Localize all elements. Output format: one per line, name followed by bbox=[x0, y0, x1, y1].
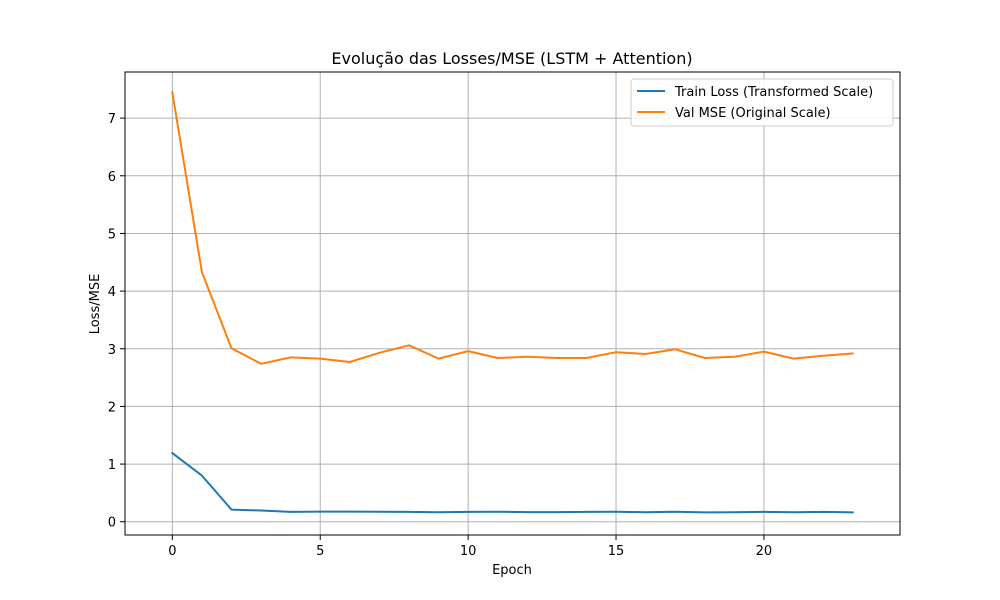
y-tick-label: 5 bbox=[108, 227, 116, 242]
x-axis-label: Epoch bbox=[492, 563, 532, 578]
series-line-1 bbox=[170, 451, 854, 514]
y-axis-ticks: 0 1 2 3 4 5 6 7 bbox=[108, 112, 125, 531]
y-tick-label: 6 bbox=[108, 170, 116, 185]
x-tick-label: 10 bbox=[460, 544, 477, 559]
legend: Train Loss (Transformed Scale) Val MSE (O… bbox=[630, 78, 894, 127]
grid-lines bbox=[125, 72, 900, 535]
legend-box bbox=[630, 78, 894, 127]
legend-entry-2: Val MSE (Original Scale) bbox=[675, 106, 831, 121]
y-tick-label: 2 bbox=[108, 400, 116, 415]
y-tick-label: 7 bbox=[108, 112, 116, 127]
y-tick-label: 3 bbox=[108, 343, 116, 358]
chart-title: Evolução das Losses/MSE (LSTM + Attentio… bbox=[331, 49, 692, 68]
series-line-2 bbox=[171, 91, 854, 365]
series-lines bbox=[170, 91, 854, 514]
y-tick-label: 4 bbox=[108, 285, 116, 300]
x-tick-label: 15 bbox=[608, 544, 625, 559]
x-tick-label: 0 bbox=[168, 544, 176, 559]
y-axis-label: Loss/MSE bbox=[88, 274, 103, 335]
legend-entry-1: Train Loss (Transformed Scale) bbox=[674, 85, 873, 100]
x-tick-label: 5 bbox=[316, 544, 324, 559]
y-tick-label: 0 bbox=[108, 516, 116, 531]
plot-frame bbox=[124, 71, 901, 536]
y-tick-label: 1 bbox=[108, 458, 116, 473]
x-tick-label: 20 bbox=[756, 544, 773, 559]
x-axis-ticks: 0 5 10 15 20 bbox=[168, 535, 772, 559]
